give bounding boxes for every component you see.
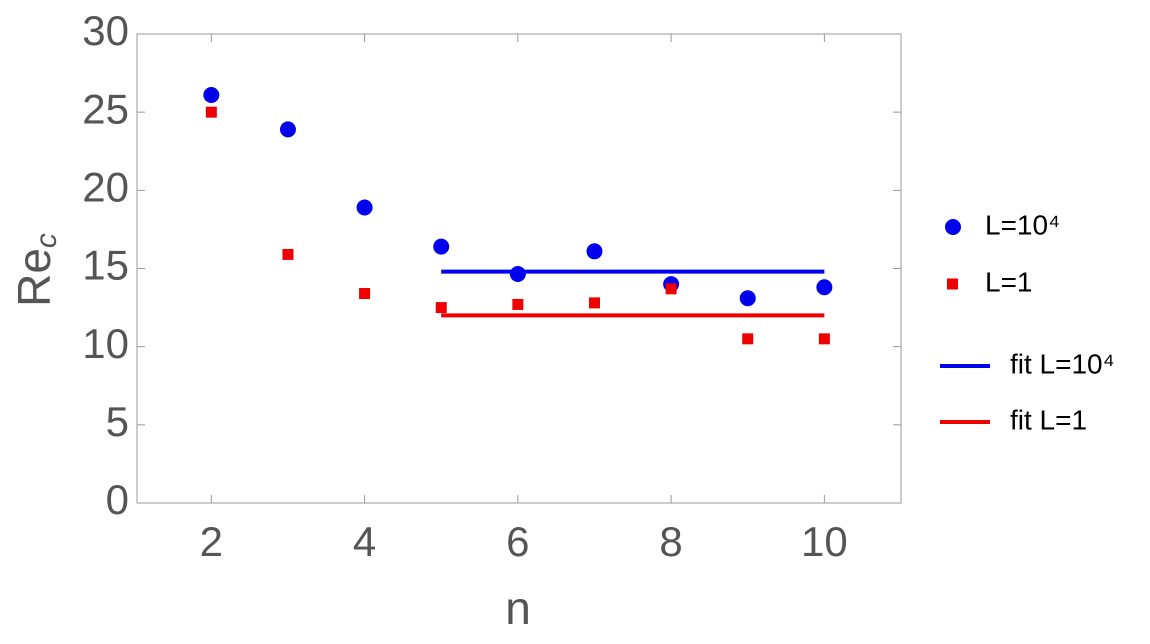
legend-label: fit L=10⁴ — [1010, 348, 1115, 379]
data-point — [205, 106, 217, 118]
y-tick-label: 20 — [82, 163, 129, 210]
legend-marker — [945, 219, 961, 235]
x-tick-label: 6 — [506, 518, 529, 565]
data-point — [742, 333, 754, 345]
y-tick-label: 30 — [82, 7, 129, 54]
data-point — [739, 290, 756, 307]
legend-label: L=10⁴ — [985, 209, 1060, 240]
x-tick-label: 8 — [659, 518, 682, 565]
y-tick-label: 25 — [82, 85, 129, 132]
x-tick-label: 2 — [200, 518, 223, 565]
legend-label: fit L=1 — [1010, 404, 1087, 435]
data-point — [433, 238, 450, 255]
y-tick-label: 15 — [82, 242, 129, 289]
data-point — [665, 283, 677, 295]
x-tick-label: 4 — [353, 518, 376, 565]
data-point — [588, 297, 600, 309]
y-tick-label: 10 — [82, 320, 129, 367]
data-point — [203, 86, 220, 103]
data-point — [279, 121, 296, 138]
y-label-sub: c — [30, 233, 63, 248]
legend-label: L=1 — [985, 266, 1033, 297]
data-point — [586, 243, 603, 260]
y-label-main: Re — [8, 248, 60, 307]
data-point — [356, 199, 373, 216]
data-point — [818, 333, 830, 345]
x-tick-label: 10 — [801, 518, 848, 565]
data-point — [509, 265, 526, 282]
legend-marker — [947, 278, 958, 290]
y-tick-label: 0 — [106, 476, 129, 523]
data-point — [816, 279, 833, 296]
data-point — [282, 248, 294, 260]
data-point — [512, 298, 524, 310]
y-tick-label: 5 — [106, 398, 129, 445]
y-axis-label: Rec — [8, 233, 63, 307]
data-point — [359, 288, 371, 300]
x-axis-label: n — [505, 582, 531, 634]
data-point — [435, 302, 447, 314]
